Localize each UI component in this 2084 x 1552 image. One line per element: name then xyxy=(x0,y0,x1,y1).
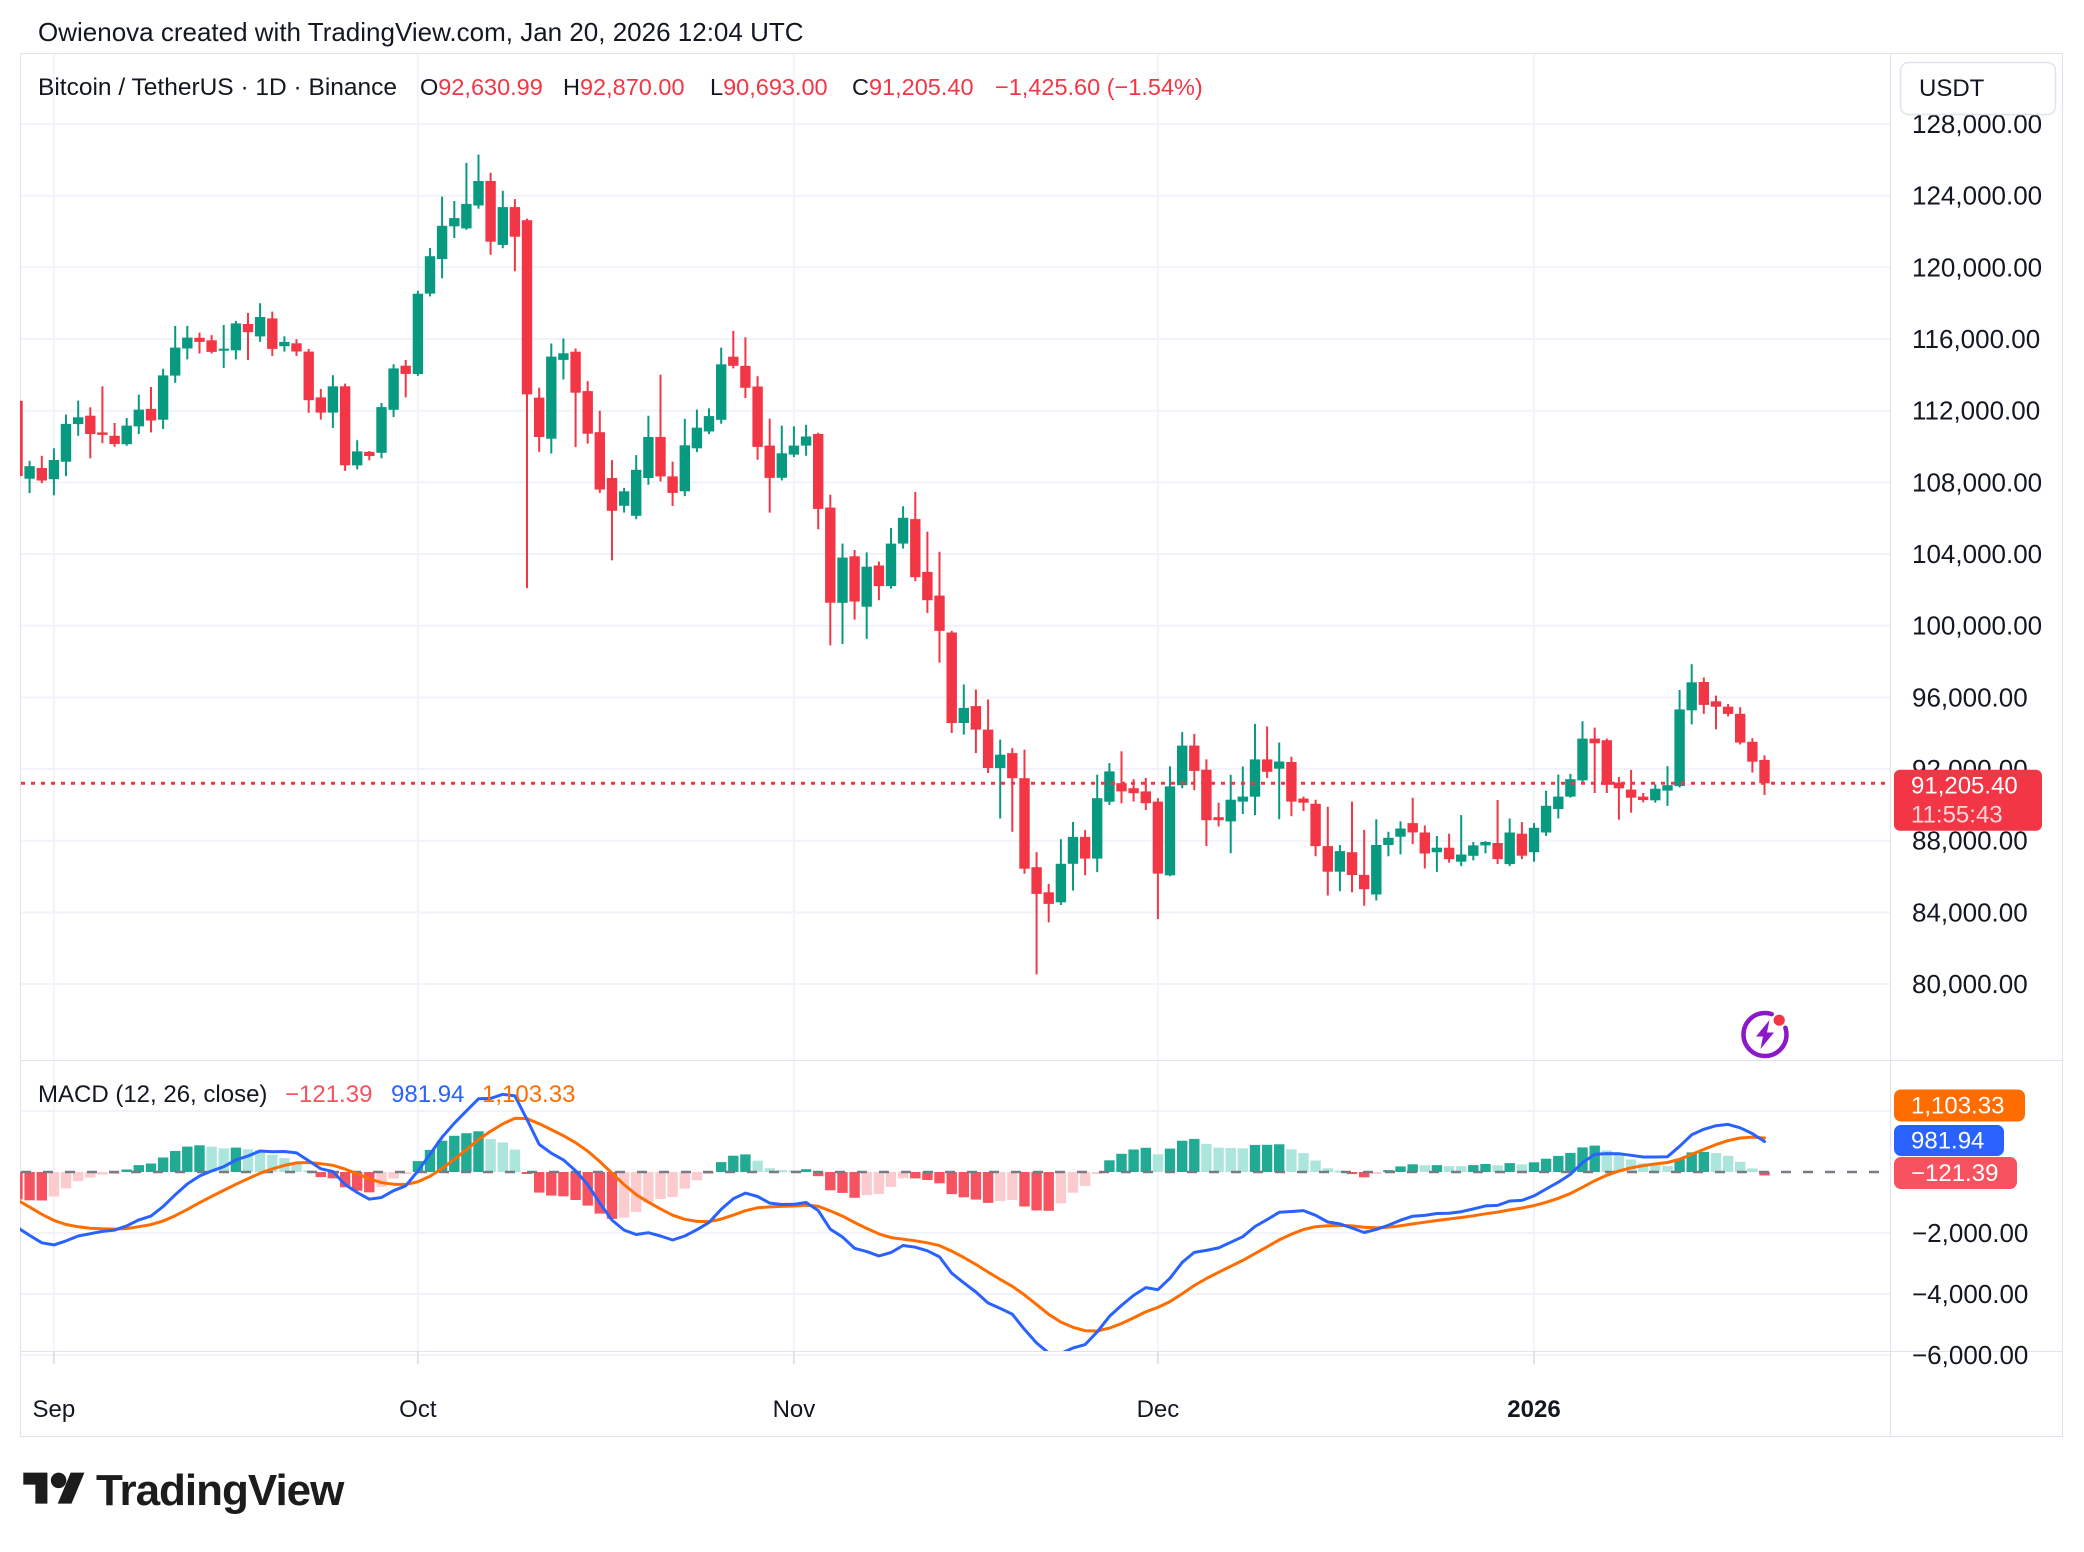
svg-text:−2,000.00: −2,000.00 xyxy=(1912,1218,2028,1248)
svg-text:Owienova created with TradingV: Owienova created with TradingView.com, J… xyxy=(38,17,804,47)
svg-text:Sep: Sep xyxy=(33,1396,76,1423)
svg-text:−121.39: −121.39 xyxy=(1911,1160,1998,1187)
svg-text:USDT: USDT xyxy=(1919,75,1985,102)
svg-text:Nov: Nov xyxy=(773,1396,816,1423)
svg-text:100,000.00: 100,000.00 xyxy=(1912,611,2042,641)
svg-text:1,103.33: 1,103.33 xyxy=(1911,1093,2004,1120)
svg-text:Dec: Dec xyxy=(1137,1396,1180,1423)
svg-text:84,000.00: 84,000.00 xyxy=(1912,897,2028,927)
svg-text:80,000.00: 80,000.00 xyxy=(1912,969,2028,999)
svg-text:116,000.00: 116,000.00 xyxy=(1912,324,2040,354)
svg-text:−6,000.00: −6,000.00 xyxy=(1912,1340,2028,1370)
svg-text:2026: 2026 xyxy=(1507,1396,1560,1423)
svg-text:108,000.00: 108,000.00 xyxy=(1912,467,2042,497)
svg-text:981.94: 981.94 xyxy=(1911,1128,1984,1155)
svg-text:124,000.00: 124,000.00 xyxy=(1912,181,2042,211)
svg-text:Bitcoin / TetherUS · 1D · Bina: Bitcoin / TetherUS · 1D · Binance O92,630… xyxy=(38,74,1203,101)
svg-text:Oct: Oct xyxy=(399,1396,437,1423)
svg-text:−4,000.00: −4,000.00 xyxy=(1912,1279,2028,1309)
svg-text:112,000.00: 112,000.00 xyxy=(1912,396,2040,426)
svg-text:11:55:43: 11:55:43 xyxy=(1911,801,2003,828)
svg-text:96,000.00: 96,000.00 xyxy=(1912,682,2028,712)
svg-text:104,000.00: 104,000.00 xyxy=(1912,539,2042,569)
svg-text:120,000.00: 120,000.00 xyxy=(1912,252,2042,282)
svg-text:91,205.40: 91,205.40 xyxy=(1911,772,2018,799)
svg-text:TradingView: TradingView xyxy=(96,1466,345,1515)
